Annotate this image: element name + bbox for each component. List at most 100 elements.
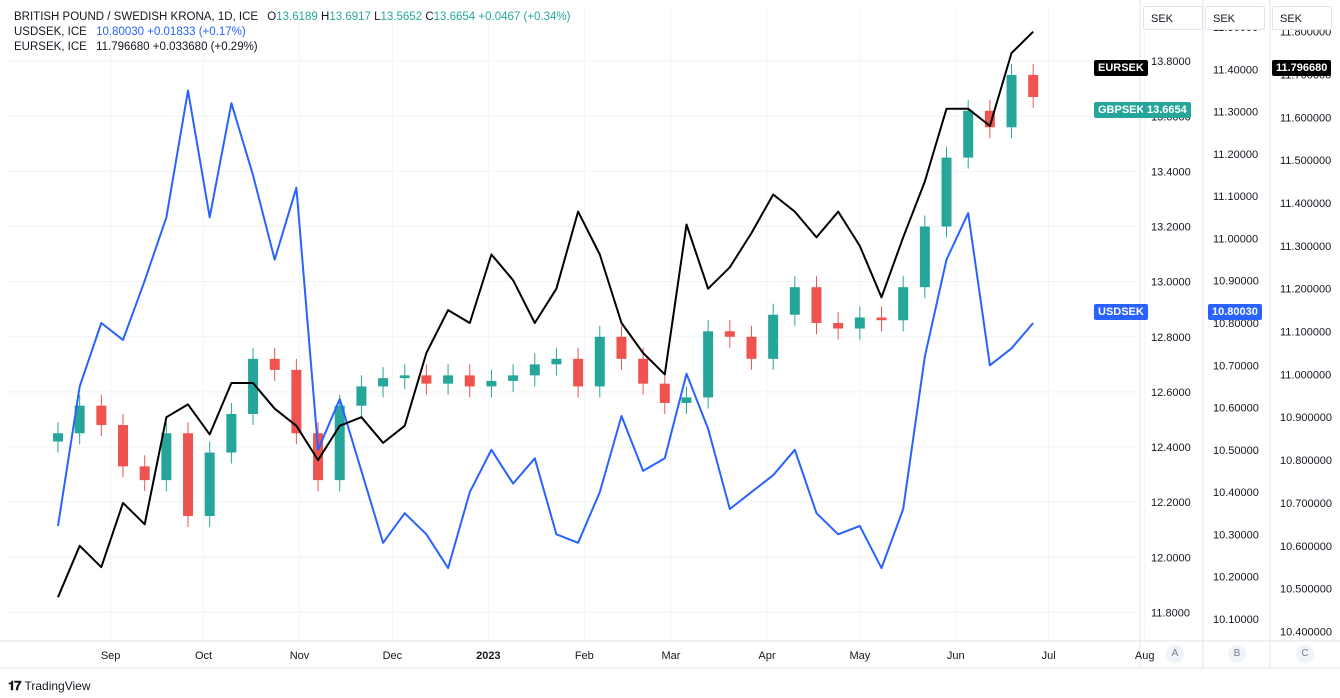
y-tick-label-a: 12.2000 xyxy=(1151,497,1191,509)
gbpsek-candle xyxy=(638,358,649,384)
x-tick-label: May xyxy=(849,650,870,662)
legend-eursek[interactable]: EURSEK, ICE 11.796680 +0.033680 (+0.29%) xyxy=(14,40,570,55)
gbpsek-value-tag: 13.6654 xyxy=(1143,102,1191,118)
gbpsek-candle xyxy=(1028,74,1039,97)
y-tick-label-b: 10.80000 xyxy=(1213,318,1259,330)
x-tick-label: Apr xyxy=(758,650,775,662)
gbpsek-candle xyxy=(724,331,735,337)
gbpsek-candle xyxy=(811,287,822,323)
y-tick-label-a: 13.8000 xyxy=(1151,56,1191,68)
axis-b-currency[interactable]: SEK xyxy=(1205,6,1265,30)
legend-eursek-change: +0.033680 (+0.29%) xyxy=(152,41,258,53)
line-series xyxy=(57,30,1034,598)
gbpsek-candle xyxy=(681,397,692,403)
legend-usdsek[interactable]: USDSEK, ICE 10.80030 +0.01833 (+0.17%) xyxy=(14,25,570,40)
x-tick-label: Dec xyxy=(383,650,403,662)
y-tick-label-a: 11.8000 xyxy=(1151,607,1190,619)
y-tick-label-b: 10.70000 xyxy=(1213,360,1259,372)
legend-gbpsek-title: BRITISH POUND / SWEDISH KRONA, 1D, ICE xyxy=(14,11,259,23)
y-tick-label-b: 10.10000 xyxy=(1213,614,1259,626)
gbpsek-candle xyxy=(551,358,562,365)
x-tick-label: Feb xyxy=(575,650,594,662)
gbpsek-candle xyxy=(291,369,302,434)
gbpsek-candle xyxy=(96,405,107,425)
axis-c-currency[interactable]: SEK xyxy=(1272,6,1332,30)
gbpsek-candle xyxy=(74,405,85,434)
gbpsek-candle xyxy=(226,413,237,453)
gbpsek-candle xyxy=(334,405,345,481)
gbpsek-candle xyxy=(594,336,605,387)
y-tick-label-b: 11.10000 xyxy=(1213,191,1258,203)
y-tick-label-b: 11.40000 xyxy=(1213,64,1258,76)
gbpsek-candle xyxy=(313,433,324,481)
y-tick-label-a: 12.8000 xyxy=(1151,332,1191,344)
gbpsek-candle xyxy=(508,375,519,381)
y-tick-label-a: 13.0000 xyxy=(1151,277,1191,289)
x-tick-label: 2023 xyxy=(476,650,500,662)
legend-high: 13.6917 xyxy=(329,11,371,23)
eursek-name-tag: EURSEK xyxy=(1094,60,1148,76)
x-tick-label: Mar xyxy=(662,650,681,662)
legend: BRITISH POUND / SWEDISH KRONA, 1D, ICE O… xyxy=(14,10,570,55)
tradingview-logo-icon: 𝟏𝟕 xyxy=(8,678,22,693)
legend-eursek-title: EURSEK, ICE xyxy=(14,41,87,53)
gbpsek-candle xyxy=(269,358,280,370)
y-tick-label-b: 10.60000 xyxy=(1213,403,1259,415)
y-tick-label-b: 11.20000 xyxy=(1213,149,1258,161)
gbpsek-candle xyxy=(248,358,259,414)
y-tick-label-c: 10.500000 xyxy=(1280,584,1332,596)
y-tick-label-c: 10.400000 xyxy=(1280,626,1332,638)
axis-a-scale-button[interactable]: A xyxy=(1166,645,1184,663)
axis-b-scale-button[interactable]: B xyxy=(1228,645,1246,663)
y-tick-label-a: 12.4000 xyxy=(1151,442,1191,454)
legend-low: 13.5652 xyxy=(380,11,423,23)
gbpsek-candle xyxy=(941,157,952,227)
y-tick-label-b: 11.30000 xyxy=(1213,107,1258,119)
gbpsek-candle xyxy=(53,433,63,442)
y-tick-label-c: 11.300000 xyxy=(1280,241,1331,253)
x-tick-label: Nov xyxy=(290,650,310,662)
legend-usdsek-title: USDSEK, ICE xyxy=(14,26,87,38)
gbpsek-candle xyxy=(789,287,800,315)
legend-usdsek-value: 10.80030 xyxy=(96,26,145,38)
x-axis: Sep Oct Nov Dec 2023 Feb Mar Apr May Jun Jul Aug xyxy=(101,650,1155,662)
gbpsek-candle xyxy=(183,433,194,516)
y-tick-label-a: 13.2000 xyxy=(1151,222,1191,234)
y-tick-label-b: 10.20000 xyxy=(1213,572,1259,584)
y-tick-label-a: 13.4000 xyxy=(1151,166,1191,178)
gbpsek-candle xyxy=(139,466,150,481)
x-tick-label: Jun xyxy=(947,650,965,662)
gbpsek-candle xyxy=(464,375,475,387)
gbpsek-candle xyxy=(876,317,887,321)
gbpsek-candle xyxy=(854,317,865,329)
gbpsek-candle xyxy=(443,375,454,384)
legend-gbpsek[interactable]: BRITISH POUND / SWEDISH KRONA, 1D, ICE O… xyxy=(14,10,570,25)
y-tick-label-c: 11.100000 xyxy=(1280,327,1331,339)
axis-a-currency[interactable]: SEK xyxy=(1143,6,1203,30)
x-tick-label: Aug xyxy=(1135,650,1155,662)
legend-open: 13.6189 xyxy=(276,11,318,23)
y-tick-label-a: 12.6000 xyxy=(1151,387,1191,399)
gbpsek-candle xyxy=(118,424,129,467)
y-tick-label-c: 11.000000 xyxy=(1280,369,1331,381)
axis-c-scale-button[interactable]: C xyxy=(1296,645,1314,663)
y-tick-label-c: 10.700000 xyxy=(1280,498,1332,510)
legend-usdsek-change: +0.01833 (+0.17%) xyxy=(147,26,246,38)
eursek-value-tag: 11.796680 xyxy=(1272,60,1332,76)
legend-open-label: O xyxy=(267,11,277,23)
y-tick-label-a: 12.0000 xyxy=(1151,552,1191,564)
gbpsek-candle xyxy=(963,110,974,158)
gbpsek-candles xyxy=(53,63,1039,527)
brand-name[interactable]: TradingView xyxy=(24,679,91,693)
x-tick-label: Oct xyxy=(195,650,212,662)
y-tick-label-c: 10.800000 xyxy=(1280,455,1332,467)
gbpsek-candle xyxy=(659,383,670,403)
gbpsek-candle xyxy=(421,375,432,384)
y-tick-label-b: 10.40000 xyxy=(1213,487,1259,499)
gbpsek-candle xyxy=(1006,74,1017,128)
legend-change: +0.0467 (+0.34%) xyxy=(478,11,571,23)
y-tick-label-c: 11.600000 xyxy=(1280,112,1331,124)
y-tick-label-b: 10.90000 xyxy=(1213,276,1259,288)
legend-low-label: L xyxy=(374,11,381,23)
